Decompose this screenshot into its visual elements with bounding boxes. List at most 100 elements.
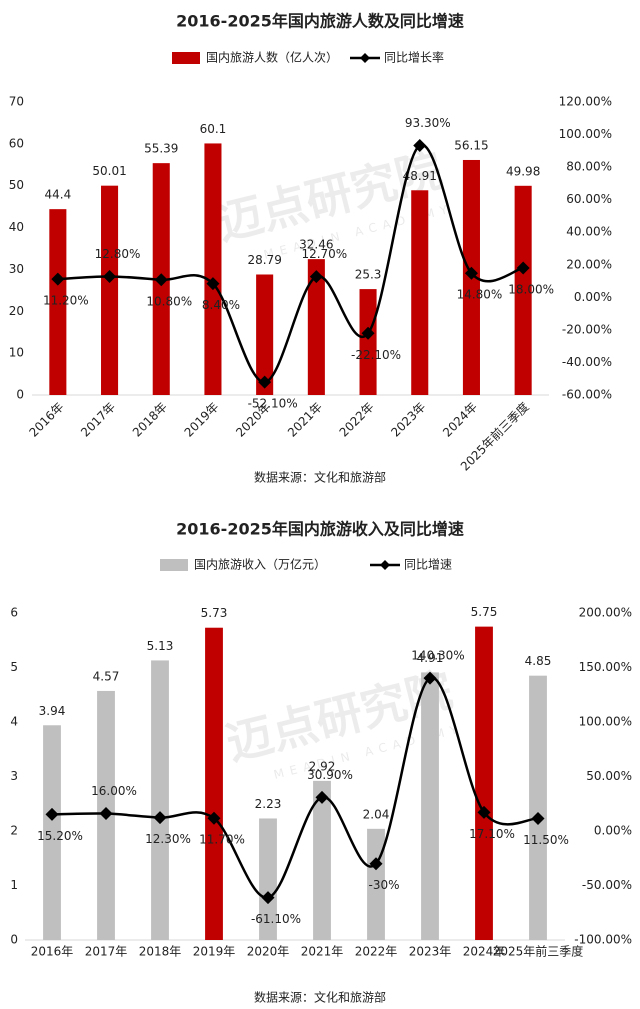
bar-value-label: 28.79 [247, 253, 281, 267]
y2-tick-label: 80.00% [566, 160, 612, 174]
line-marker [261, 891, 275, 905]
legend-label: 同比增长率 [384, 50, 444, 65]
y2-tick-label: -40.00% [562, 355, 612, 369]
line-marker [99, 807, 113, 821]
legend-label: 国内旅游人数（亿人次） [206, 50, 338, 65]
line-value-label: 11.50% [523, 833, 569, 847]
y-tick-label: 1 [10, 878, 18, 892]
y-tick-label: 10 [9, 346, 24, 360]
source-note: 数据来源：文化和旅游部 [254, 470, 386, 485]
y2-tick-label: -50.00% [582, 878, 632, 892]
source-note: 数据来源：文化和旅游部 [254, 990, 386, 1005]
y-tick-label: 6 [10, 606, 18, 620]
y-tick-label: 20 [9, 304, 24, 318]
bar-value-label: 56.15 [454, 138, 488, 152]
line-marker [154, 273, 168, 287]
bar [514, 185, 532, 395]
x-tick-label: 2019年 [182, 400, 222, 440]
bar-value-label: 44.4 [44, 188, 71, 202]
x-tick-label: 2022年 [337, 400, 377, 440]
line-marker [369, 857, 383, 871]
x-tick-label: 2017年 [78, 400, 118, 440]
x-tick-label: 2018年 [139, 945, 182, 959]
legend-swatch [172, 52, 200, 64]
line-value-label: -30% [368, 878, 399, 892]
y-tick-label: 0 [10, 933, 18, 947]
y-tick-label: 3 [10, 769, 18, 783]
line-marker [103, 269, 117, 283]
x-tick-label: 2024年 [463, 945, 506, 959]
line-value-label: 8.40% [202, 298, 240, 312]
x-tick-label: 2016年 [26, 400, 66, 440]
y2-tick-label: 60.00% [566, 192, 612, 206]
bar [259, 818, 277, 940]
line-marker [464, 266, 478, 280]
bar-value-label: 60.1 [200, 122, 227, 136]
bar-value-label: 55.39 [144, 142, 178, 156]
bar [43, 725, 61, 940]
y2-tick-label: -60.00% [562, 388, 612, 402]
bar [205, 627, 223, 940]
line-marker [206, 277, 220, 291]
line-value-label: 12.70% [301, 247, 347, 261]
y-tick-label: 0 [16, 388, 24, 402]
bar-value-label: 32.46 [299, 238, 333, 252]
line-value-label: 11.70% [199, 833, 245, 847]
bar-value-label: 5.13 [147, 639, 174, 653]
bar-value-label: 4.85 [525, 654, 552, 668]
legend-label: 同比增速 [404, 558, 452, 572]
line-marker [477, 805, 491, 819]
y-tick-label: 40 [9, 220, 24, 234]
y-tick-label: 70 [9, 95, 24, 109]
line-value-label: 30.90% [307, 768, 353, 782]
line-marker [153, 811, 167, 825]
bar-value-label: 4.91 [417, 651, 444, 665]
y2-tick-label: 40.00% [566, 225, 612, 239]
x-tick-label: 2017年 [85, 945, 128, 959]
bar-value-label: 49.98 [506, 164, 540, 178]
bar [475, 626, 493, 940]
line-value-label: 10.80% [146, 294, 192, 308]
y2-tick-label: 0.00% [594, 824, 632, 838]
bar [151, 660, 169, 940]
bar-value-label: 2.23 [255, 797, 282, 811]
line-marker [413, 138, 427, 152]
bar-value-label: 2.04 [363, 807, 390, 821]
y2-tick-label: 120.00% [559, 95, 612, 109]
x-tick-label: 2025年前三季度 [493, 944, 584, 959]
y-tick-label: 4 [10, 715, 18, 729]
line-value-label: 18.00% [508, 283, 554, 297]
chart-title: 2016-2025年国内旅游人数及同比增速 [176, 12, 464, 31]
line-marker [45, 807, 59, 821]
y2-tick-label: 150.00% [579, 660, 632, 674]
y2-tick-label: 50.00% [586, 769, 632, 783]
x-tick-label: 2020年 [247, 945, 290, 959]
x-tick-label: 2023年 [388, 400, 428, 440]
line-value-label: -61.10% [251, 912, 301, 926]
line-value-label: 140.30% [411, 649, 464, 663]
legend-swatch [360, 53, 370, 63]
x-tick-label: 2024年 [440, 400, 480, 440]
bar-value-label: 25.3 [355, 268, 382, 282]
line-marker [258, 375, 272, 389]
legend-label: 国内旅游收入（万亿元） [194, 557, 326, 572]
y2-tick-label: -100.00% [574, 933, 632, 947]
y-tick-label: 60 [9, 136, 24, 150]
line-marker [309, 270, 323, 284]
line-value-label: 14.80% [457, 288, 503, 302]
y2-tick-label: 200.00% [579, 606, 632, 620]
line-marker [423, 671, 437, 685]
line-value-label: 12.80% [95, 247, 141, 261]
line-marker [361, 326, 375, 340]
bar-value-label: 50.01 [92, 164, 126, 178]
x-tick-label: 2019年 [193, 945, 236, 959]
line-marker [207, 811, 221, 825]
line-marker [531, 811, 545, 825]
y-tick-label: 5 [10, 660, 18, 674]
bar-value-label: 2.92 [309, 759, 336, 773]
bar-value-label: 3.94 [39, 704, 66, 718]
line-value-label: -22.10% [351, 348, 401, 362]
bar [359, 289, 377, 395]
x-tick-label: 2021年 [301, 945, 344, 959]
